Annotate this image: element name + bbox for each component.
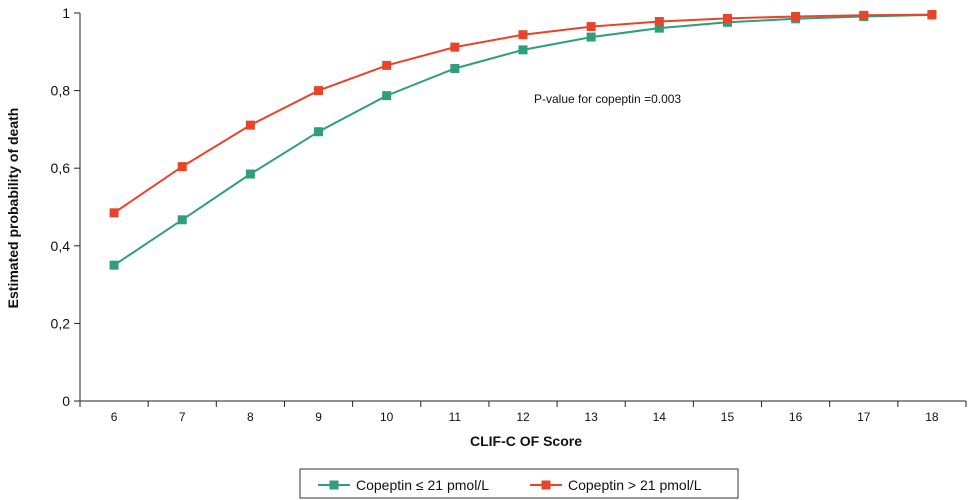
data-point [722,13,732,23]
series-2 [109,10,937,218]
y-tick-label: 1 [62,5,70,21]
data-point [586,32,596,42]
series-layer [109,10,937,270]
data-point [109,208,119,218]
data-point [450,42,460,52]
data-point [314,86,324,96]
legend: Copeptin ≤ 21 pmol/L Copeptin > 21 pmol/L [299,468,739,499]
legend-items: Copeptin ≤ 21 pmol/L Copeptin > 21 pmol/L [318,477,702,493]
data-point [177,215,187,225]
data-point [450,63,460,73]
x-tick-label: 11 [449,410,462,424]
x-tick-label: 14 [653,410,667,424]
x-tick-label: 8 [247,410,254,424]
x-tick-label: 9 [315,410,322,424]
x-tick-label: 17 [857,410,871,424]
data-point [382,91,392,101]
x-tick-label: 10 [380,410,394,424]
x-tick-label: 18 [925,410,939,424]
data-point [859,10,869,20]
data-point [245,169,255,179]
data-point [177,162,187,172]
x-tick-label: 13 [584,410,598,424]
legend-box [299,468,739,499]
y-ticks: 0 0,2 0,4 0,6 0,8 1 [51,5,80,409]
data-point [654,23,664,33]
axes [79,13,966,402]
data-point [245,120,255,130]
p-value-annotation: P-value for copeptin =0.003 [534,92,681,106]
data-point [586,22,596,32]
series-1 [109,10,937,270]
x-tick-label: 15 [721,410,735,424]
x-tick-label: 7 [179,410,186,424]
data-point [518,30,528,40]
data-point [927,10,937,20]
x-tick-label: 12 [516,410,530,424]
y-tick-label: 0,8 [51,83,71,99]
y-tick-label: 0,2 [51,315,71,331]
x-ticks: 6 7 8 9 10 11 12 13 14 15 16 17 18 [79,401,967,424]
legend-label: Copeptin ≤ 21 pmol/L [356,477,489,493]
y-tick-label: 0,6 [51,160,71,176]
x-tick-label: 16 [789,410,803,424]
legend-marker [329,480,339,490]
x-axis-label: CLIF-C OF Score [470,433,582,449]
x-tick-label: 6 [111,410,118,424]
data-point [109,260,119,270]
legend-label: Copeptin > 21 pmol/L [568,477,702,493]
y-axis-label: Estimated probability of death [5,108,21,309]
data-point [654,17,664,27]
data-point [382,60,392,70]
data-point [791,11,801,21]
legend-marker [541,480,551,490]
data-point [314,127,324,137]
y-tick-label: 0 [62,393,70,409]
y-tick-label: 0,4 [51,238,71,254]
data-point [518,45,528,55]
